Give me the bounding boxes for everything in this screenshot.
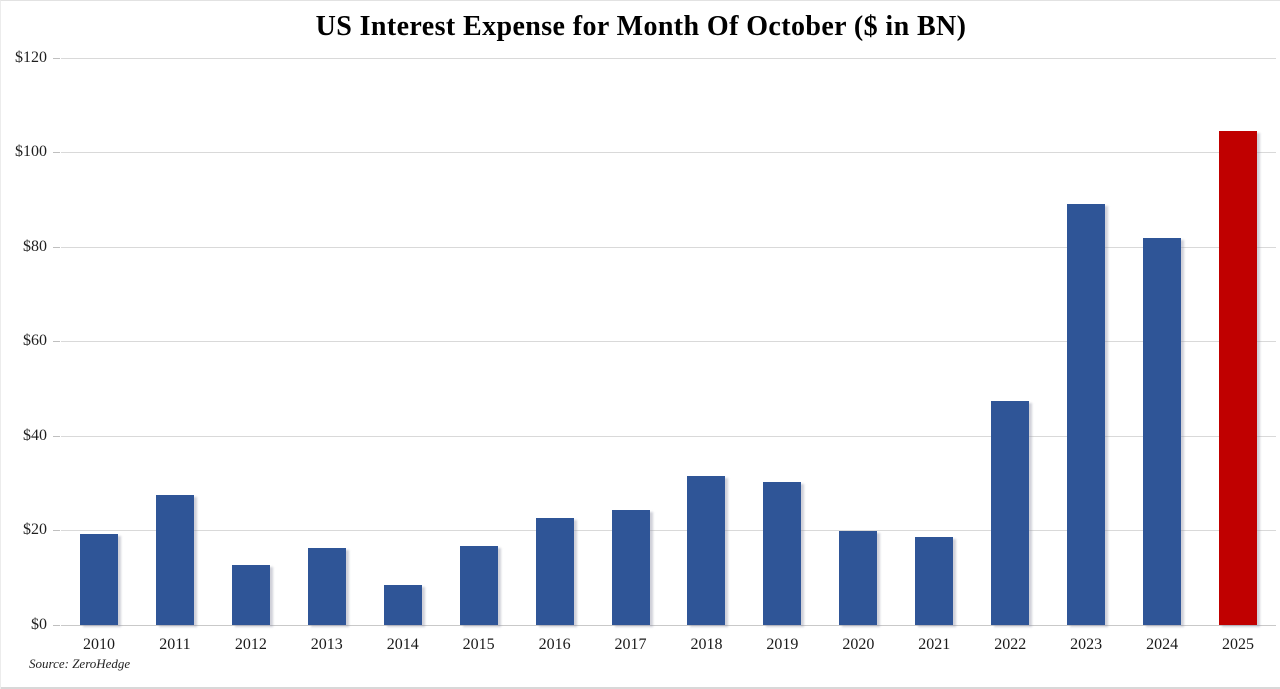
x-axis-label-2014: 2014: [386, 636, 419, 653]
source-note: Source: ZeroHedge: [29, 656, 131, 671]
x-axis-label-2021: 2021: [918, 636, 951, 653]
y-axis-tick: [53, 530, 60, 532]
bar-2022: [991, 401, 1030, 625]
gridline-100: [61, 152, 1276, 154]
x-axis-label-2015: 2015: [462, 636, 495, 653]
x-axis-label-2017: 2017: [614, 636, 647, 653]
bar-2012: [231, 565, 270, 625]
bar-2014: [383, 584, 422, 625]
bar-2018: [687, 476, 726, 625]
gridline-120: [61, 57, 1276, 59]
y-axis-label-120: $120: [15, 48, 47, 66]
bar-2019: [763, 482, 802, 625]
gridline-80: [61, 246, 1276, 248]
y-axis-label-20: $20: [23, 521, 47, 539]
x-axis-label-2010: 2010: [82, 636, 115, 653]
bar-2024: [1143, 237, 1182, 625]
bar-2025: [1219, 130, 1258, 625]
bar-2011: [155, 494, 194, 625]
bar-2010: [79, 533, 118, 625]
x-axis-label-2013: 2013: [310, 636, 343, 653]
gridline-40: [61, 435, 1276, 437]
bar-2020: [839, 530, 878, 625]
gridline-0: [61, 625, 1276, 626]
y-axis-label-100: $100: [15, 143, 47, 161]
gridline-60: [61, 341, 1276, 343]
bar-2013: [307, 547, 346, 625]
chart-title: US Interest Expense for Month Of October…: [315, 11, 967, 42]
bar-2021: [915, 536, 954, 625]
x-axis-label-2011: 2011: [159, 636, 191, 653]
x-axis-label-2023: 2023: [1070, 636, 1103, 653]
y-axis-tick: [53, 435, 60, 437]
y-axis-tick: [53, 57, 60, 59]
x-axis-label-2020: 2020: [842, 636, 875, 653]
x-axis-label-2016: 2016: [538, 636, 571, 653]
y-axis-label-0: $0: [31, 616, 47, 633]
x-axis-label-2018: 2018: [690, 636, 723, 653]
x-axis-label-2022: 2022: [994, 636, 1027, 653]
y-axis-tick: [53, 625, 60, 626]
bar-2016: [535, 517, 574, 625]
y-axis-tick: [53, 152, 60, 154]
gridline-20: [61, 530, 1276, 532]
x-axis-label-2012: 2012: [234, 636, 267, 653]
y-axis-tick: [53, 246, 60, 248]
bottom-window-edge: [1, 687, 1280, 689]
bar-2015: [459, 546, 498, 625]
x-axis-label-2019: 2019: [766, 636, 799, 653]
bar-2023: [1067, 204, 1106, 625]
bar-2017: [611, 510, 650, 625]
x-axis-label-2024: 2024: [1146, 636, 1179, 653]
y-axis-label-60: $60: [23, 332, 47, 350]
x-axis-label-2025: 2025: [1222, 636, 1255, 653]
y-axis-tick: [53, 341, 60, 343]
y-axis-label-80: $80: [23, 237, 47, 255]
y-axis-label-40: $40: [23, 426, 47, 444]
